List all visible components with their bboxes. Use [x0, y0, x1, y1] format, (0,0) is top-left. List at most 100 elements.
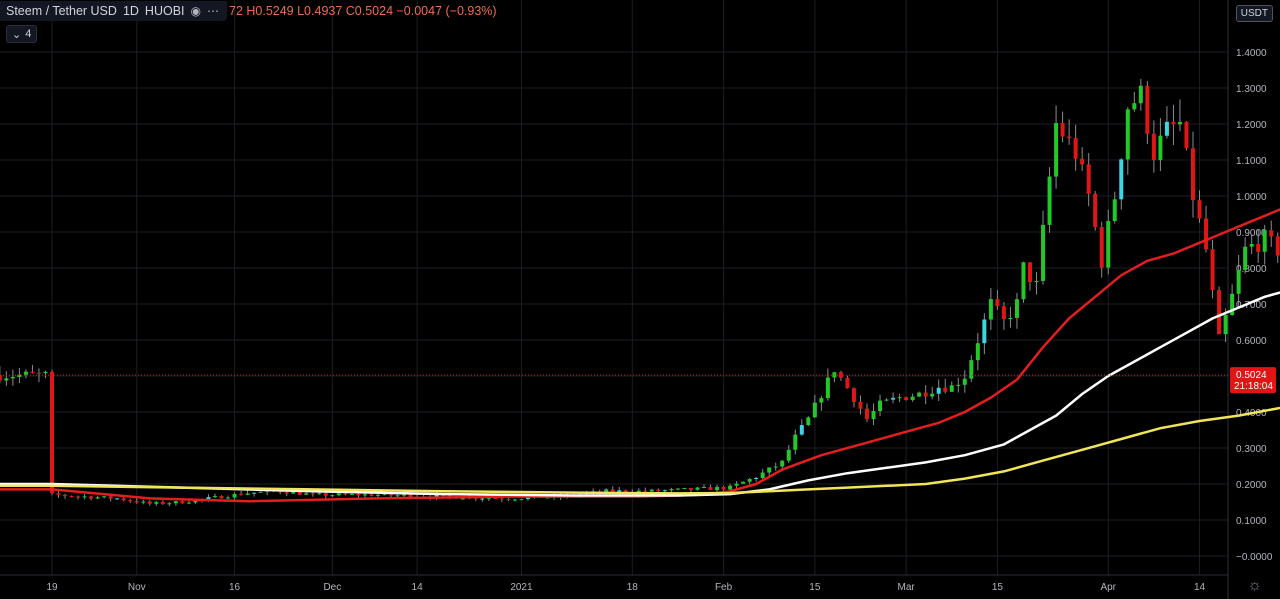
candle-body — [30, 371, 35, 373]
candle-body — [799, 425, 804, 435]
candle-body — [1132, 103, 1137, 110]
candle-body — [173, 501, 178, 504]
candle-body — [741, 481, 746, 484]
countdown-label: 21:18:04 — [1234, 381, 1273, 392]
candle-body — [395, 495, 400, 497]
candle-body — [851, 388, 856, 402]
candle-body — [226, 497, 231, 499]
candle-body — [747, 478, 752, 482]
candle-body — [1119, 159, 1124, 200]
candle-body — [1243, 246, 1248, 270]
candle-body — [715, 486, 720, 491]
exchange: HUOBI — [144, 4, 185, 18]
candle-body — [695, 487, 700, 490]
y-tick-label: 0.8000 — [1236, 264, 1267, 275]
candle-body — [910, 396, 915, 401]
candle-body — [1073, 138, 1078, 159]
x-tick-label: 19 — [46, 582, 58, 593]
candle-body — [962, 378, 967, 385]
candle-body — [949, 385, 954, 392]
candle-body — [617, 490, 622, 492]
indicators-toggle[interactable]: ⌄ 4 — [6, 25, 38, 43]
candle-body — [610, 489, 615, 492]
candle-body — [317, 493, 322, 495]
candle-body — [734, 483, 739, 486]
sun-gear-icon[interactable]: ☼ — [1247, 577, 1262, 594]
candle-body — [402, 494, 407, 496]
candle-body — [1099, 227, 1104, 268]
candle-body — [23, 371, 28, 375]
y-tick-label: 0.9000 — [1236, 228, 1267, 239]
y-tick-label: 1.1000 — [1236, 156, 1267, 167]
candle-body — [760, 472, 765, 478]
candle-body — [441, 494, 446, 496]
candle-body — [786, 449, 791, 461]
candle-body — [369, 494, 374, 496]
candle-body — [708, 486, 713, 491]
candle-body — [688, 488, 693, 490]
candle-body — [278, 491, 283, 493]
candle-body — [669, 489, 674, 491]
candle-body — [362, 494, 367, 496]
candle-body — [1217, 290, 1222, 335]
candle-body — [1184, 121, 1189, 149]
candle-body — [102, 496, 107, 498]
candle-body — [1125, 109, 1130, 160]
interval: 1D — [122, 4, 139, 18]
candle-body — [1014, 299, 1019, 318]
candle-body — [1158, 135, 1163, 161]
candle-body — [767, 467, 772, 473]
last-price-badge — [1230, 367, 1276, 394]
y-tick-label: 1.0000 — [1236, 192, 1267, 203]
candle-body — [649, 489, 654, 492]
moving-average-line-2 — [0, 291, 1280, 497]
candle-body — [1197, 200, 1202, 219]
settings-icon[interactable]: ⋯ — [207, 4, 219, 18]
candle-body — [0, 375, 2, 381]
y-tick-label: 0.6000 — [1236, 336, 1267, 347]
candle-body — [349, 493, 354, 495]
symbol-legend[interactable]: Steem / Tether USD 1D HUOBI ◉ ⋯ — [0, 1, 227, 21]
candle-body — [10, 376, 15, 379]
candle-body — [63, 494, 68, 496]
candle-body — [858, 401, 863, 409]
eye-icon[interactable]: ◉ — [190, 4, 201, 18]
candle-body — [82, 496, 87, 498]
candle-body — [1001, 306, 1006, 320]
candle-body — [904, 397, 909, 401]
candle-body — [891, 397, 896, 400]
candle-body — [336, 493, 341, 496]
candle-body — [871, 411, 876, 420]
candle-body — [988, 299, 993, 320]
candle-body — [1021, 262, 1026, 300]
x-tick-label: 15 — [809, 582, 821, 593]
candle-body — [56, 493, 61, 495]
x-tick-label: Nov — [128, 582, 146, 593]
candle-body — [780, 460, 785, 467]
candle-body — [43, 371, 48, 374]
candle-body — [865, 408, 869, 420]
candle-body — [975, 343, 980, 361]
candle-body — [245, 493, 250, 495]
candle-body — [512, 499, 517, 501]
candle-body — [186, 502, 191, 504]
candle-body — [656, 489, 661, 492]
candle-body — [480, 498, 485, 500]
candle-body — [493, 498, 498, 500]
candle-body — [643, 490, 648, 492]
candle-body — [773, 466, 778, 468]
candle-body — [1249, 243, 1254, 247]
candle-body — [499, 498, 504, 500]
currency-badge[interactable]: USDT — [1235, 5, 1273, 22]
candle-body — [310, 493, 315, 495]
candle-body — [284, 492, 289, 494]
candle-body — [1191, 148, 1195, 201]
y-tick-label: 1.3000 — [1236, 84, 1267, 95]
x-tick-label: Dec — [323, 582, 341, 593]
candle-body — [1086, 164, 1091, 194]
candle-body — [1008, 317, 1013, 320]
candle-body — [408, 494, 413, 498]
candle-body — [213, 496, 217, 498]
candle-body — [636, 490, 641, 493]
